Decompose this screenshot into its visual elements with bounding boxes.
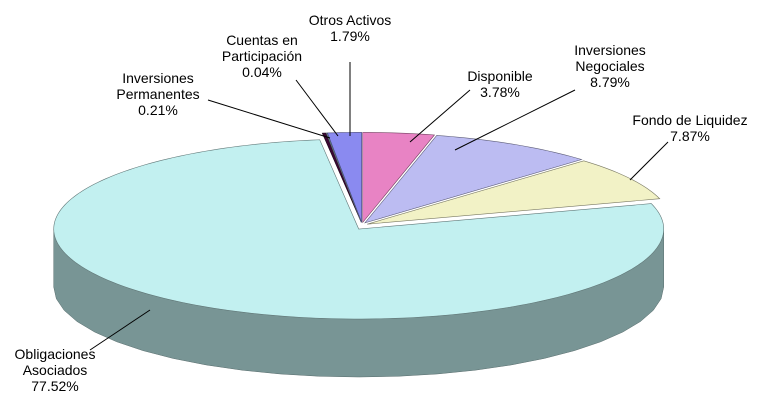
slice-label: Obligaciones Asociados 77.52% [0,346,110,394]
slice [327,132,362,223]
slice-label: Otros Activos 1.79% [295,12,405,44]
slice [362,132,436,224]
category-name: Fondo de Liquidez [632,112,748,128]
slice [53,139,665,320]
slice-label: Cuentas en Participación 0.04% [207,32,317,80]
value-label: 8.79% [590,74,630,90]
value-label: 3.78% [480,84,520,100]
category-name: Inversiones Negociales [574,42,646,74]
slice-label: Inversiones Negociales 8.79% [555,42,665,90]
leader-line [454,89,576,151]
value-label: 0.21% [138,102,178,118]
value-label: 77.52% [31,378,79,394]
leader-line [409,89,471,143]
value-label: 1.79% [330,28,370,44]
leader-line [295,79,339,137]
slice-label: Inversiones Permanentes 0.21% [103,70,213,118]
value-label: 7.87% [670,128,710,144]
value-label: 0.04% [242,64,282,80]
category-name: Inversiones Permanentes [116,70,200,102]
slice [367,160,661,225]
category-name: Otros Activos [308,12,392,28]
slice [364,135,583,224]
slice-label: Disponible 3.78% [445,68,555,100]
leader-line [207,99,331,139]
category-name: Disponible [467,68,533,84]
slice [325,132,362,223]
category-name: Cuentas en Participación [221,32,303,64]
category-name: Obligaciones Asociados [14,346,96,378]
slice-label: Fondo de Liquidez 7.87% [620,112,760,144]
leader-line [629,141,669,181]
pie-tops [53,132,665,320]
leader-line [89,309,151,351]
